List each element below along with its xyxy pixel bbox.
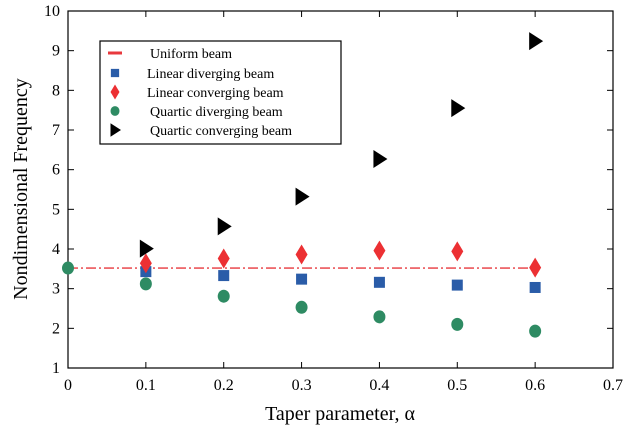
- series-2: [139, 240, 542, 278]
- legend-label: Linear diverging beam: [147, 67, 274, 82]
- circle-marker: [139, 277, 152, 291]
- circle-marker: [62, 261, 74, 275]
- circle-marker: [373, 310, 386, 324]
- x-tick-label: 0.5: [447, 377, 467, 394]
- square-marker: [218, 270, 230, 282]
- y-tick-label: 9: [52, 43, 60, 60]
- triangle-marker: [373, 149, 388, 168]
- diamond-marker: [529, 257, 542, 278]
- legend-label: Quartic converging beam: [150, 124, 292, 139]
- y-tick-label: 5: [52, 201, 60, 218]
- y-tick-label: 8: [52, 82, 60, 99]
- plot-frame: [67, 10, 614, 369]
- diamond-marker: [217, 248, 230, 269]
- x-tick-label: 0.3: [292, 377, 312, 394]
- diamond-marker: [451, 241, 464, 262]
- circle-marker: [217, 289, 230, 303]
- x-tick-label: 0.6: [525, 377, 545, 394]
- legend-box: [99, 40, 342, 145]
- y-tick-label: 10: [44, 3, 60, 20]
- triangle-marker: [295, 187, 310, 206]
- y-tick-label: 7: [52, 122, 60, 139]
- legend: Uniform beam Linear diverging beam Linear …: [99, 40, 342, 145]
- square-marker: [373, 276, 385, 288]
- x-tick-label: 0.7: [603, 377, 623, 394]
- series-4: [139, 32, 544, 258]
- x-tick-label: 0.1: [136, 377, 156, 394]
- x-tick-label: 0.4: [369, 377, 389, 394]
- x-tick-label: 0: [64, 377, 72, 394]
- triangle-marker: [110, 123, 121, 137]
- triangle-marker: [139, 239, 154, 258]
- y-tick-label: 2: [52, 320, 60, 337]
- series-layer: [62, 32, 544, 338]
- y-tick-label: 1: [52, 360, 60, 377]
- x-axis: 0 0.1 0.2 0.3 0.4 0.5 0.6 0.7: [64, 11, 623, 394]
- series-1: [140, 266, 541, 293]
- legend-label: Uniform beam: [150, 47, 232, 62]
- y-axis-title: Nondimensional Frequency: [10, 78, 32, 300]
- series-3: [62, 261, 542, 338]
- triangle-marker: [451, 99, 466, 118]
- triangle-marker: [529, 32, 544, 51]
- legend-label: Quartic diverging beam: [150, 105, 283, 120]
- diamond-marker: [139, 253, 152, 274]
- circle-marker: [451, 317, 464, 331]
- y-tick-label: 3: [52, 281, 60, 298]
- y-axis: 1 2 3 4 5 6 7 8 9 10: [44, 3, 613, 377]
- legend-label: Linear converging beam: [147, 86, 284, 101]
- circle-marker: [529, 324, 542, 338]
- y-tick-label: 4: [52, 241, 60, 258]
- circle-marker: [295, 300, 308, 314]
- y-tick-label: 6: [52, 162, 60, 179]
- diamond-marker: [373, 240, 386, 261]
- triangle-marker: [217, 217, 232, 236]
- square-marker: [529, 281, 541, 293]
- square-marker: [110, 68, 120, 78]
- square-marker: [451, 279, 463, 291]
- diamond-marker: [110, 84, 120, 100]
- square-marker: [296, 273, 308, 285]
- plot-area: [67, 10, 614, 369]
- x-axis-title: Taper parameter, α: [265, 403, 415, 425]
- diamond-marker: [295, 244, 308, 265]
- x-tick-label: 0.2: [214, 377, 234, 394]
- circle-marker: [110, 106, 120, 116]
